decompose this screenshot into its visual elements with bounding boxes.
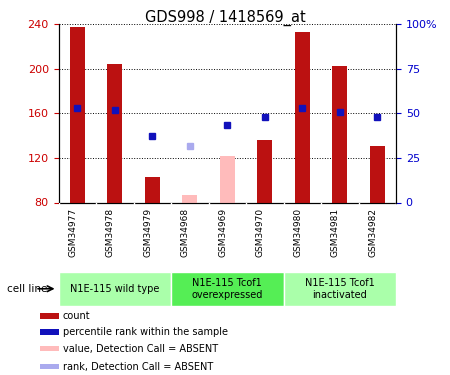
Text: GSM34979: GSM34979 <box>143 208 152 257</box>
Text: rank, Detection Call = ABSENT: rank, Detection Call = ABSENT <box>63 362 213 372</box>
Text: GSM34970: GSM34970 <box>256 208 265 257</box>
Bar <box>370 146 385 202</box>
Bar <box>171 272 284 306</box>
Bar <box>40 329 58 335</box>
Text: GSM34981: GSM34981 <box>331 208 340 257</box>
Bar <box>70 27 85 202</box>
Text: GSM34982: GSM34982 <box>368 208 377 257</box>
Text: GSM34968: GSM34968 <box>181 208 190 257</box>
Bar <box>182 195 197 202</box>
Text: N1E-115 Tcof1
inactivated: N1E-115 Tcof1 inactivated <box>305 278 374 300</box>
Text: GSM34978: GSM34978 <box>106 208 115 257</box>
Text: N1E-115 wild type: N1E-115 wild type <box>70 284 159 294</box>
Text: cell line: cell line <box>7 284 47 294</box>
Bar <box>40 346 58 351</box>
Bar <box>107 64 122 203</box>
Bar <box>58 272 171 306</box>
Text: count: count <box>63 311 90 321</box>
Bar <box>332 66 347 203</box>
Bar <box>284 272 396 306</box>
Text: value, Detection Call = ABSENT: value, Detection Call = ABSENT <box>63 344 218 354</box>
Text: N1E-115 Tcof1
overexpressed: N1E-115 Tcof1 overexpressed <box>192 278 263 300</box>
Text: GSM34969: GSM34969 <box>218 208 227 257</box>
Text: percentile rank within the sample: percentile rank within the sample <box>63 327 228 337</box>
Bar <box>145 177 160 203</box>
Bar <box>220 156 235 203</box>
Bar <box>257 140 272 202</box>
Text: GDS998 / 1418569_at: GDS998 / 1418569_at <box>144 9 306 26</box>
Text: GSM34977: GSM34977 <box>68 208 77 257</box>
Bar <box>40 313 58 319</box>
Text: GSM34980: GSM34980 <box>293 208 302 257</box>
Bar <box>40 364 58 369</box>
Bar <box>295 32 310 203</box>
